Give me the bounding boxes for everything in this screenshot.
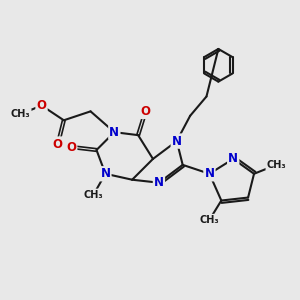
Text: O: O xyxy=(66,140,76,154)
Text: N: N xyxy=(204,167,214,180)
Text: O: O xyxy=(140,105,151,118)
Text: N: N xyxy=(154,176,164,189)
Text: CH₃: CH₃ xyxy=(11,109,31,119)
Text: CH₃: CH₃ xyxy=(84,190,103,200)
Text: N: N xyxy=(100,167,110,180)
Text: CH₃: CH₃ xyxy=(200,215,219,225)
Text: O: O xyxy=(37,99,46,112)
Text: N: N xyxy=(228,152,238,165)
Text: CH₃: CH₃ xyxy=(266,160,286,170)
Text: N: N xyxy=(109,126,119,139)
Text: N: N xyxy=(172,135,182,148)
Text: O: O xyxy=(53,138,63,151)
